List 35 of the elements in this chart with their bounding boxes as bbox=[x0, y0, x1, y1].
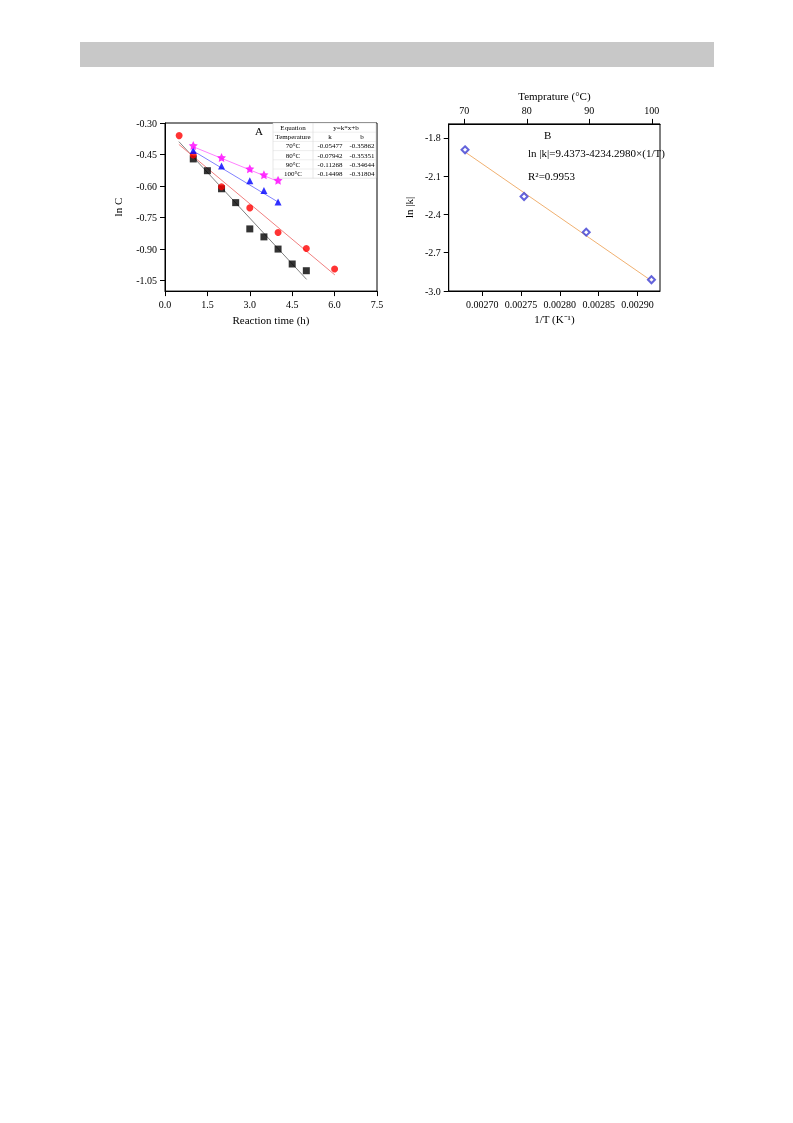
x-tick-label: 7.5 bbox=[370, 298, 384, 310]
x2-tick-label: 90 bbox=[584, 105, 595, 117]
x-tick-label: 6.0 bbox=[328, 298, 341, 310]
y-axis-title: ln C bbox=[111, 197, 124, 217]
x-tick-label: 0.0 bbox=[158, 298, 172, 310]
x-tick-label: 0.00275 bbox=[504, 298, 538, 310]
x2-axis-title: Temprature (°C) bbox=[518, 89, 591, 103]
y-tick-label: -2.7 bbox=[424, 247, 441, 259]
annotation: R²=0.9953 bbox=[528, 169, 576, 182]
y-tick-label: -0.75 bbox=[136, 212, 157, 224]
x-tick-label: 4.5 bbox=[285, 298, 299, 310]
y-tick-label: -1.05 bbox=[136, 275, 157, 287]
x-tick-label: 3.0 bbox=[243, 298, 257, 310]
y-tick-label: -2.1 bbox=[424, 170, 441, 182]
x-tick-label: 0.00290 bbox=[621, 298, 654, 310]
y-tick-label: -0.90 bbox=[136, 243, 157, 255]
x-axis-title: 1/T (K⁻¹) bbox=[534, 313, 575, 327]
x2-tick-label: 100 bbox=[644, 105, 660, 117]
y-tick-label: -3.0 bbox=[424, 285, 441, 297]
y-tick-label: -0.45 bbox=[136, 149, 157, 161]
x-tick-label: 0.00285 bbox=[582, 298, 615, 310]
x-tick-label: 1.5 bbox=[201, 298, 214, 310]
y-axis-title: ln |k| bbox=[402, 196, 415, 219]
x-tick-label: 0.00280 bbox=[543, 298, 577, 310]
y-tick-label: -2.4 bbox=[424, 208, 441, 220]
y-tick-label: -0.30 bbox=[136, 117, 157, 129]
annotation: A bbox=[255, 124, 263, 137]
y-tick-label: -0.60 bbox=[136, 180, 157, 192]
annotation: ln |k|=9.4373-4234.2980×(1/T) bbox=[528, 146, 666, 160]
x-axis-title: Reaction time (h) bbox=[232, 313, 310, 327]
x2-tick-label: 70 bbox=[459, 105, 470, 117]
x-tick-label: 0.00270 bbox=[465, 298, 499, 310]
x2-tick-label: 80 bbox=[521, 105, 532, 117]
annotation: B bbox=[544, 128, 552, 141]
y-tick-label: -1.8 bbox=[424, 132, 441, 144]
